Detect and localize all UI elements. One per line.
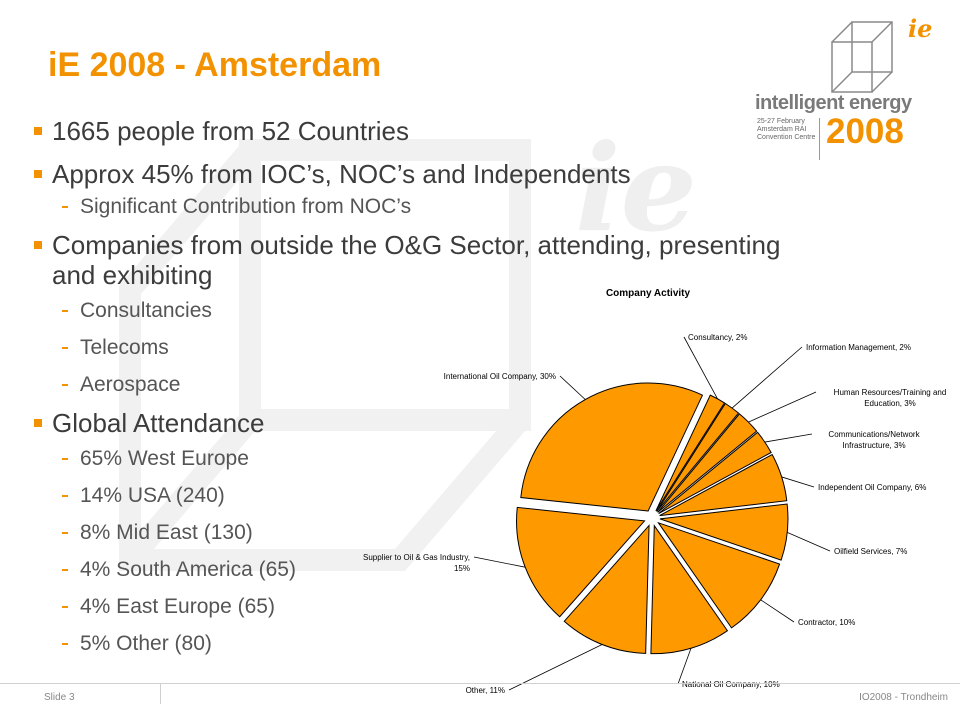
slide-number: Slide 3 [44,692,75,703]
pie-slice [657,413,758,513]
dash-bullet-icon [62,458,68,460]
pie-slice-label: Other, 11% [466,686,505,695]
sub-bullet-text: Telecoms [80,336,169,359]
sub-bullet-text: Significant Contribution from NOC’s [80,195,412,218]
sub-bullet-item: 4% South America (65) [34,557,834,583]
pie-slice-label: International Oil Company, 30% [444,372,556,381]
cube-logo-icon [831,21,893,93]
sub-bullet-text: 4% South America (65) [80,558,296,581]
bullet-text: Approx 45% from IOC’s, NOC’s and Indepen… [52,159,631,189]
pie-slice-label: Human Resources/Training and Education, 3… [834,388,947,408]
dash-bullet-icon [62,643,68,645]
bullet-item: Approx 45% from IOC’s, NOC’s and Indepen… [34,159,834,189]
pie-leader-line [748,391,817,423]
bullet-item: Global Attendance [34,408,834,438]
pie-slice [650,524,729,655]
logo-ie-mark: ie [908,14,933,43]
footer-event: IO2008 - Trondheim [859,692,948,703]
sub-bullet-item: 4% East Europe (65) [34,594,834,620]
pie-slice [657,521,781,629]
sub-bullet-text: Consultancies [80,299,212,322]
pie-slice-label: Oilfield Services, 7% [834,547,907,556]
logo-venue-2: Convention Centre [757,134,816,141]
pie-slice-label: Contractor, 10% [798,618,855,627]
logo-venue-1: Amsterdam RAI [757,126,807,133]
pie-slice-label: Consultancy, 2% [688,333,747,342]
pie-leader-line [683,336,718,400]
sub-bullet-text: 8% Mid East (130) [80,521,253,544]
sub-bullet-item: 5% Other (80) [34,631,834,657]
sub-bullet-item: 14% USA (240) [34,483,834,509]
bullet-text: Companies from outside the O&G Sector, a… [52,230,781,290]
pie-slice-label: Supplier to Oil & Gas Industry, 15% [363,553,470,573]
background-ie-watermark: ie [575,118,697,259]
bullet-text: Global Attendance [52,408,265,438]
pie-slice [659,453,788,517]
sub-bullet-text: 4% East Europe (65) [80,595,275,618]
pie-leader-line [559,375,586,400]
square-bullet-icon [34,241,42,249]
dash-bullet-icon [62,310,68,312]
square-bullet-icon [34,419,42,427]
logo-year: 2008 [826,112,904,151]
pie-slice-label: Communications/Network Infrastructure, 3% [828,430,920,450]
pie-slice-label: Information Management, 2% [806,343,911,352]
pie-leader-line [677,648,692,685]
pie-leader-line [781,476,815,488]
bullet-text: 1665 people from 52 Countries [52,116,410,146]
sub-bullet-item: Telecoms [34,335,834,361]
pie-leader-line [764,433,813,443]
square-bullet-icon [34,170,42,178]
sub-bullet-text: 5% Other (80) [80,632,212,655]
footer-divider [0,683,960,684]
pie-leader-line [731,346,803,409]
sub-bullet-item: Aerospace [34,372,834,398]
dash-bullet-icon [62,532,68,534]
pie-slice [563,524,650,654]
logo-dates: 25-27 February [757,118,805,125]
dash-bullet-icon [62,384,68,386]
chart-title: Company Activity [606,288,691,299]
sub-bullet-item: Consultancies [34,298,834,324]
pie-leader-line [760,599,795,623]
pie-leader-line [473,556,526,568]
bullet-item: Companies from outside the O&G Sector, a… [34,230,822,290]
slide-title: iE 2008 - Amsterdam [48,46,382,84]
bullet-list: 1665 people from 52 Countries Approx 45%… [34,112,834,657]
pie-leader-line [787,532,831,552]
logo-divider [819,118,820,160]
pie-slice [656,402,740,512]
pie-slice [659,503,789,561]
dash-bullet-icon [62,206,68,208]
sub-bullet-item: 65% West Europe [34,446,834,472]
dash-bullet-icon [62,495,68,497]
square-bullet-icon [34,127,42,135]
sub-bullet-text: 65% West Europe [80,447,249,470]
footer-tick [160,684,161,704]
logo-details: 25-27 February Amsterdam RAI Convention … [757,118,815,142]
dash-bullet-icon [62,606,68,608]
pie-slice-label: National Oil Company, 10% [682,680,780,689]
sub-bullet-text: Aerospace [80,373,181,396]
sub-bullet-item: 8% Mid East (130) [34,520,834,546]
pie-leader-line [508,644,603,691]
bullet-item: 1665 people from 52 Countries [34,116,834,146]
sub-bullet-item: Significant Contribution from NOC’s [34,194,834,220]
dash-bullet-icon [62,347,68,349]
logo-name: intelligent energy [755,92,912,114]
sub-bullet-text: 14% USA (240) [80,484,225,507]
pie-slice [516,506,646,618]
pie-slice-label: Independent Oil Company, 6% [818,483,926,492]
dash-bullet-icon [62,569,68,571]
